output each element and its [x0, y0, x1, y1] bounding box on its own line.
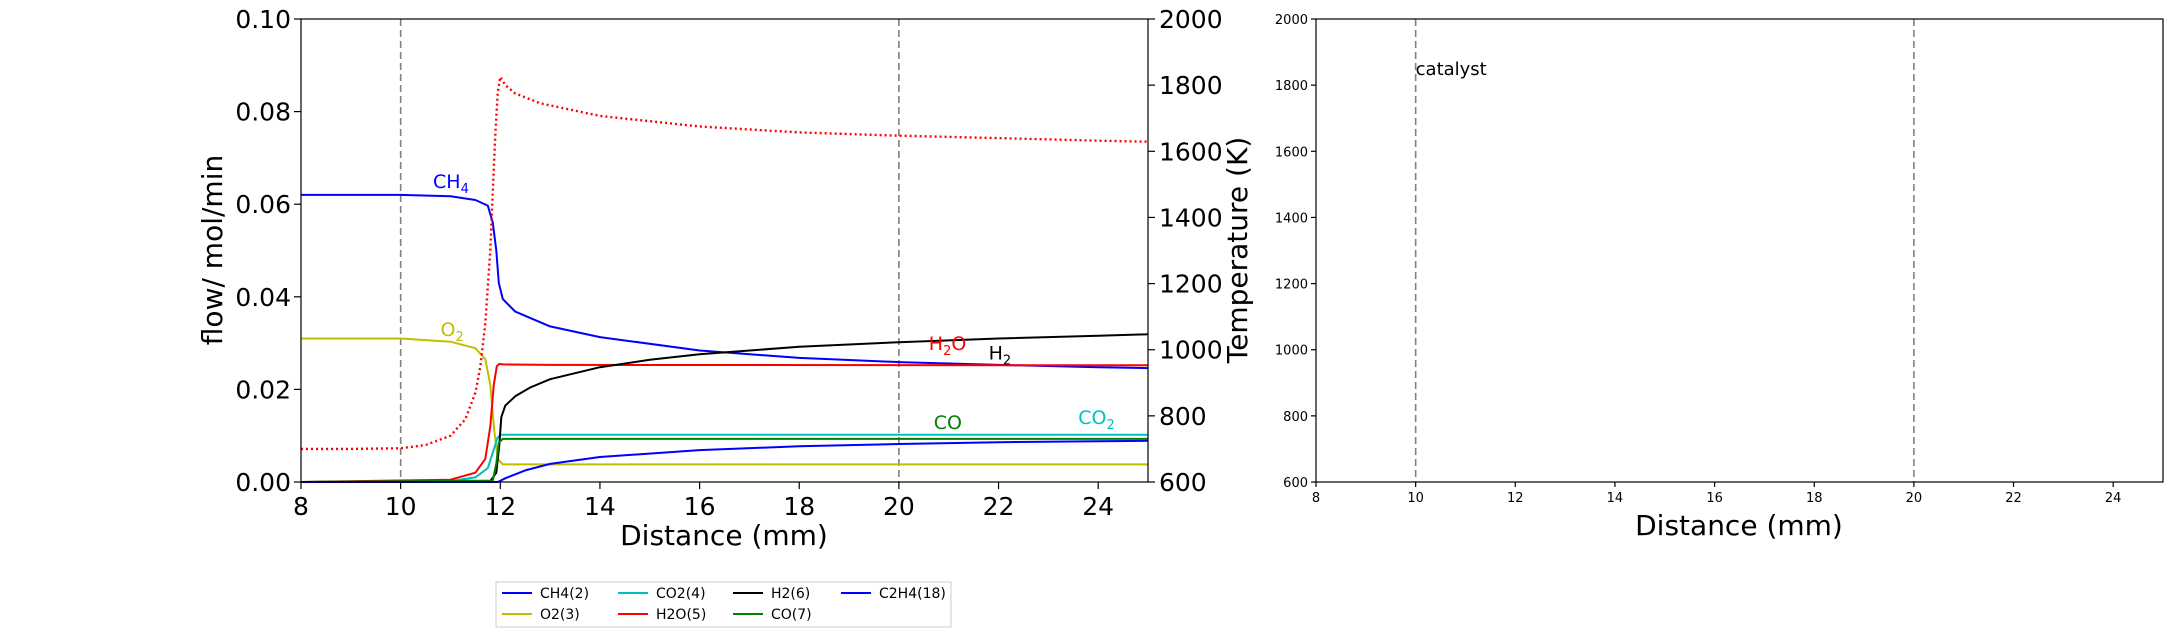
- y2-tick-label: 600: [1159, 468, 1207, 497]
- x-tick-label: 16: [684, 492, 716, 521]
- plot1-xlabel: Distance (mm): [620, 519, 828, 552]
- series-line-o2-3: [301, 337, 1148, 466]
- y-tick-label: 0.04: [235, 283, 291, 312]
- x-tick-label: 24: [1082, 492, 1114, 521]
- series-line-h2o-5: [300, 362, 1149, 483]
- y2-tick-label: 1400: [1159, 203, 1223, 232]
- x-tick-label: 22: [983, 492, 1015, 521]
- legend-label-co2-4: CO2(4): [656, 586, 706, 602]
- y2-tick-label: 1200: [1159, 270, 1223, 299]
- y2-tick-label: 800: [1159, 402, 1207, 431]
- y-tick-label: 0.02: [235, 375, 291, 404]
- plot1-frame: [300, 18, 1149, 483]
- legend-label-c2h4-18: C2H4(18): [879, 586, 946, 602]
- y2-tick-label: 2000: [1159, 5, 1223, 34]
- species-label-h2o: H2O: [929, 333, 967, 359]
- species-label-ch4: CH4: [433, 171, 469, 197]
- series-line-c2h4-18: [301, 439, 1149, 483]
- x-tick-label: 20: [1906, 491, 1923, 506]
- legend-label-h2o-5: H2O(5): [656, 607, 706, 623]
- legend-label-co-7: CO(7): [771, 607, 812, 623]
- y-tick-label: 800: [1283, 410, 1308, 425]
- series-line-ch4-2: [301, 193, 1149, 370]
- y-tick-label: 1600: [1275, 145, 1308, 160]
- x-tick-label: 12: [1507, 491, 1524, 506]
- y2-tick-label: 1000: [1159, 336, 1223, 365]
- plot2-xlabel: Distance (mm): [1635, 509, 1843, 542]
- y-tick-label: 0.06: [235, 190, 291, 219]
- y-tick-label: 0.10: [235, 5, 291, 34]
- series-line-h2-6: [300, 333, 1149, 483]
- catalyst-annotation: catalyst: [1416, 59, 1487, 80]
- species-label-h2: H2: [989, 342, 1012, 368]
- y-tick-label: 600: [1283, 476, 1308, 491]
- x-tick-label: 14: [1607, 491, 1624, 506]
- y-tick-label: 2000: [1275, 13, 1308, 28]
- x-tick-label: 20: [883, 492, 915, 521]
- y-tick-label: 0.08: [235, 98, 291, 127]
- legend-label-h2-6: H2(6): [771, 586, 810, 602]
- species-label-co: CO: [934, 412, 962, 434]
- x-tick-label: 12: [484, 492, 516, 521]
- x-tick-label: 14: [584, 492, 616, 521]
- x-tick-label: 8: [1312, 491, 1320, 506]
- x-tick-label: 16: [1706, 491, 1723, 506]
- x-tick-label: 8: [293, 492, 309, 521]
- x-tick-label: 18: [783, 492, 815, 521]
- flow-temperature-plot: 8 10 12 14 16 18 20 22 24 0.00 0.02 0.04 0.06 0.08 0.1…: [196, 5, 1254, 552]
- legend-frame: [495, 581, 952, 628]
- plot2-frame: [1315, 18, 2164, 483]
- legend-label-ch4-2: CH4(2): [540, 586, 589, 602]
- species-label-o2: O2: [441, 319, 464, 345]
- plot1-y2label: Temperature (K): [1221, 137, 1254, 364]
- x-tick-label: 10: [1407, 491, 1424, 506]
- y2-tick-label: 1600: [1159, 137, 1223, 166]
- legend-label-o2-3: O2(3): [540, 607, 580, 623]
- x-tick-label: 18: [1806, 491, 1823, 506]
- y-tick-label: 0.00: [235, 468, 291, 497]
- x-tick-label: 10: [385, 492, 417, 521]
- legend: CH4(2) O2(3) CO2(4) H2O(5) H2(6) CO(7) C2H4(18…: [495, 581, 952, 628]
- y-tick-label: 1000: [1275, 344, 1308, 359]
- y2-tick-label: 1800: [1159, 71, 1223, 100]
- species-label-co2: CO2: [1078, 407, 1115, 433]
- series-line-temperature: [301, 75, 1149, 451]
- series-line-co-7: [300, 437, 1148, 483]
- y-tick-label: 1400: [1275, 211, 1308, 226]
- x-tick-label: 22: [2005, 491, 2022, 506]
- y-tick-label: 1200: [1275, 278, 1308, 293]
- x-tick-label: 24: [2105, 491, 2122, 506]
- temperature-plot: 8 10 12 14 16 18 20 22 24 600 800 1000 1200 1400 1600 1…: [1275, 13, 2164, 542]
- y-tick-label: 1800: [1275, 79, 1308, 94]
- plot1-ylabel: flow/ mol/min: [196, 155, 229, 345]
